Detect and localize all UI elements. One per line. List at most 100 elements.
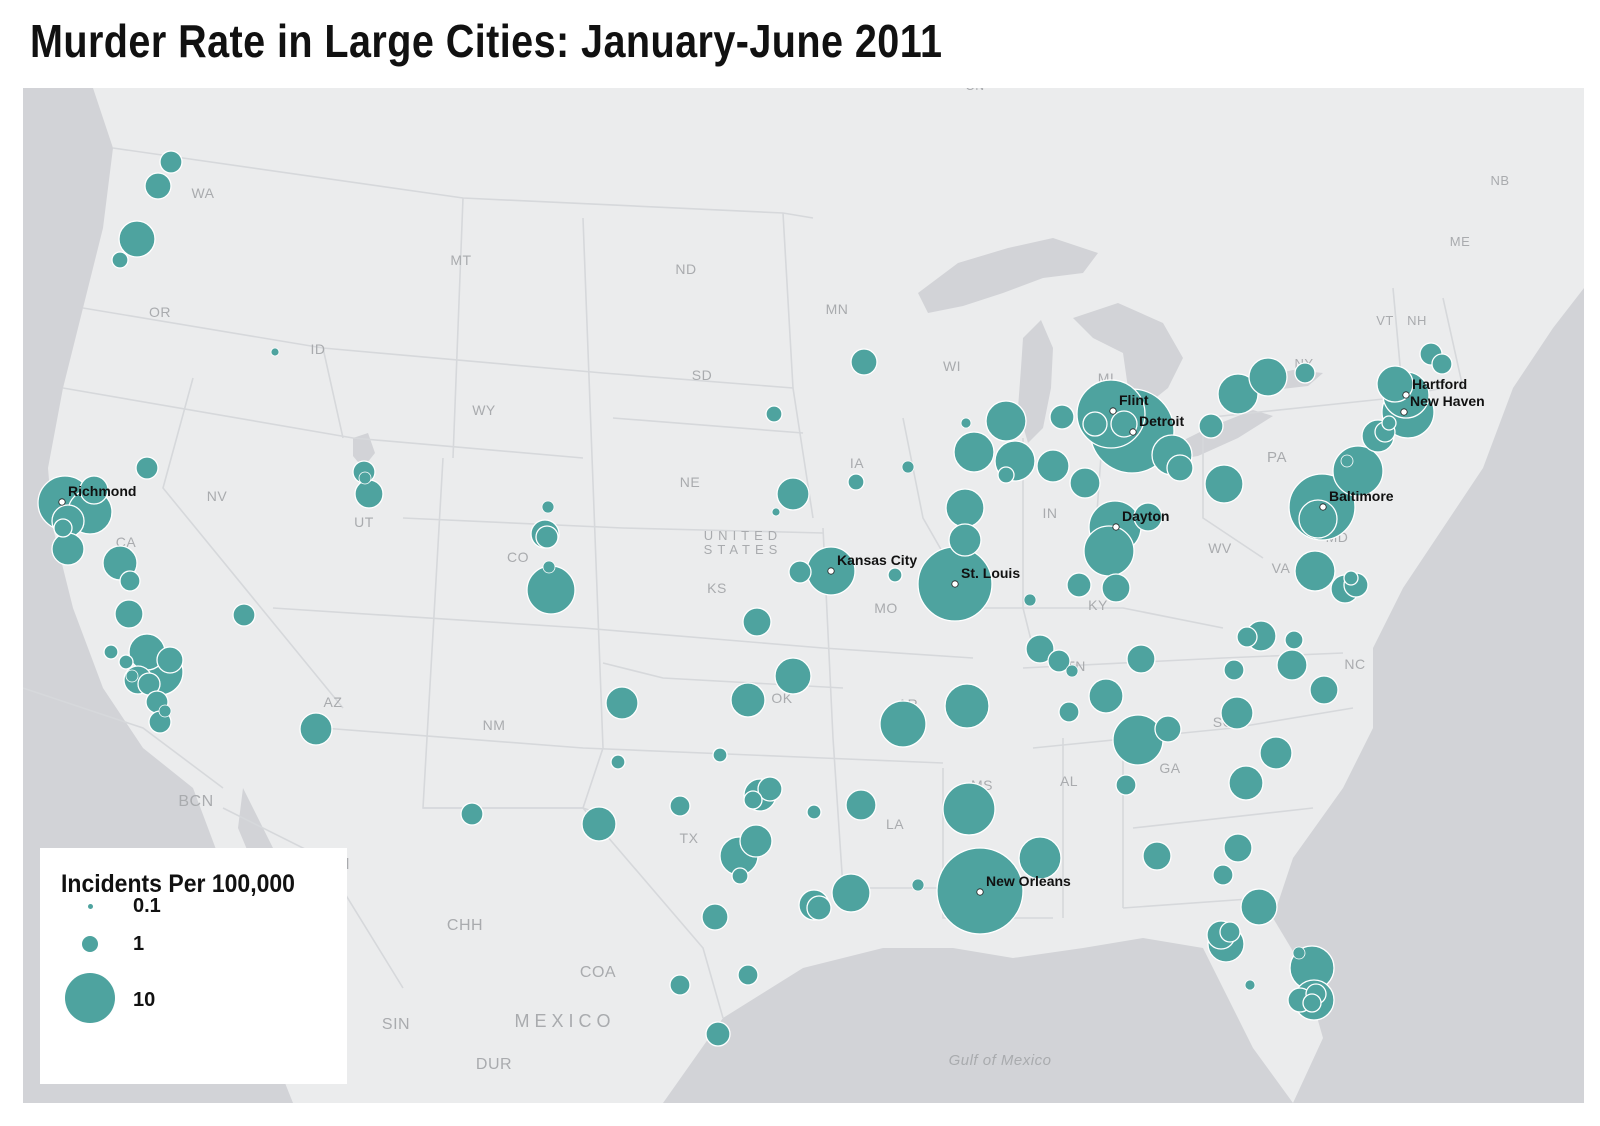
city-bubble[interactable] — [1018, 836, 1062, 880]
city-bubble[interactable] — [1219, 921, 1241, 943]
city-bubble[interactable] — [79, 475, 109, 505]
city-bubble[interactable] — [701, 903, 729, 931]
city-bubble[interactable] — [1259, 736, 1293, 770]
city-bubble[interactable] — [1066, 572, 1092, 598]
city-bubble[interactable] — [1244, 979, 1256, 991]
city-bubble[interactable] — [737, 964, 759, 986]
city-bubble[interactable] — [806, 895, 832, 921]
city-bubbles[interactable] — [37, 150, 1453, 1047]
city-bubble[interactable] — [1047, 649, 1071, 673]
city-bubble[interactable] — [1217, 373, 1259, 415]
city-bubble[interactable] — [51, 532, 85, 566]
city-bubble[interactable] — [806, 804, 822, 820]
city-bubble[interactable] — [1025, 634, 1055, 664]
city-bubble[interactable] — [542, 560, 556, 574]
city-bubble[interactable] — [771, 507, 781, 517]
city-bubble[interactable] — [879, 700, 927, 748]
city-bubble[interactable] — [1212, 864, 1234, 886]
city-bubble[interactable] — [1082, 411, 1108, 437]
city-bubble[interactable] — [945, 488, 985, 528]
city-bubble[interactable] — [1069, 467, 1101, 499]
city-bubble[interactable] — [850, 348, 878, 376]
city-bubble[interactable] — [1381, 415, 1397, 431]
city-bubble[interactable] — [270, 347, 280, 357]
city-bubble[interactable] — [669, 974, 691, 996]
city-bubble[interactable] — [942, 782, 996, 836]
city-bubble[interactable] — [1340, 454, 1354, 468]
city-bubble[interactable] — [1236, 626, 1258, 648]
city-bubble[interactable] — [535, 525, 559, 549]
city-bubble[interactable] — [232, 603, 256, 627]
city-bubble[interactable] — [526, 565, 576, 615]
city-bubble[interactable] — [743, 790, 763, 810]
city-bubble[interactable] — [1302, 993, 1322, 1013]
city-bubble[interactable] — [103, 644, 119, 660]
city-bubble[interactable] — [118, 220, 156, 258]
city-bubble[interactable] — [730, 682, 766, 718]
city-bubble[interactable] — [776, 477, 810, 511]
city-bubble[interactable] — [1343, 570, 1359, 586]
city-bubble[interactable] — [111, 251, 129, 269]
city-bubble[interactable] — [1276, 649, 1308, 681]
city-bubble[interactable] — [1112, 714, 1164, 766]
city-bubble[interactable] — [1294, 550, 1336, 592]
city-bubble[interactable] — [765, 405, 783, 423]
city-bubble[interactable] — [911, 878, 925, 892]
city-bubble[interactable] — [960, 417, 972, 429]
city-bubble[interactable] — [1023, 593, 1037, 607]
city-bubble[interactable] — [114, 599, 144, 629]
city-bubble[interactable] — [1431, 353, 1453, 375]
city-bubble[interactable] — [605, 686, 639, 720]
city-bubble[interactable] — [1248, 357, 1288, 397]
city-bubble[interactable] — [1294, 362, 1316, 384]
city-bubble[interactable] — [358, 471, 372, 485]
city-bubble[interactable] — [1049, 404, 1075, 430]
city-bubble[interactable] — [669, 795, 691, 817]
city-bubble[interactable] — [156, 646, 184, 674]
city-bubble[interactable] — [901, 460, 915, 474]
city-bubble[interactable] — [1166, 454, 1194, 482]
city-bubble[interactable] — [1058, 701, 1080, 723]
city-bubble[interactable] — [1154, 715, 1182, 743]
city-bubble[interactable] — [1292, 946, 1306, 960]
city-bubble[interactable] — [1220, 696, 1254, 730]
city-bubble[interactable] — [1036, 449, 1070, 483]
city-bubble[interactable] — [125, 669, 139, 683]
city-bubble[interactable] — [1088, 678, 1124, 714]
city-bubble[interactable] — [1284, 630, 1304, 650]
city-bubble[interactable] — [1309, 675, 1339, 705]
city-bubble[interactable] — [953, 431, 995, 473]
city-bubble[interactable] — [1204, 464, 1244, 504]
city-bubble[interactable] — [739, 824, 773, 858]
city-bubble[interactable] — [831, 873, 871, 913]
city-bubble[interactable] — [731, 867, 749, 885]
city-bubble[interactable] — [774, 657, 812, 695]
city-bubble[interactable] — [757, 776, 783, 802]
city-bubble[interactable] — [1115, 774, 1137, 796]
city-bubble[interactable] — [1223, 659, 1245, 681]
city-bubble[interactable] — [705, 1021, 731, 1047]
city-bubble[interactable] — [1065, 664, 1079, 678]
city-bubble[interactable] — [118, 654, 134, 670]
city-bubble[interactable] — [944, 683, 990, 729]
city-bubble[interactable] — [997, 466, 1015, 484]
city-bubble[interactable] — [948, 523, 982, 557]
city-bubble[interactable] — [135, 456, 159, 480]
city-bubble[interactable] — [1076, 379, 1146, 449]
city-bubble[interactable] — [1240, 888, 1278, 926]
city-bubble[interactable] — [159, 150, 183, 174]
city-bubble[interactable] — [541, 500, 555, 514]
city-bubble[interactable] — [1228, 765, 1264, 801]
city-bubble[interactable] — [1298, 499, 1338, 539]
city-bubble[interactable] — [144, 172, 172, 200]
city-bubble[interactable] — [1083, 525, 1135, 577]
city-bubble[interactable] — [158, 704, 172, 718]
city-bubble[interactable] — [1133, 502, 1163, 532]
city-bubble[interactable] — [788, 560, 812, 584]
city-bubble[interactable] — [1223, 833, 1253, 863]
city-bubble[interactable] — [119, 570, 141, 592]
city-bubble[interactable] — [581, 806, 617, 842]
city-bubble[interactable] — [845, 789, 877, 821]
city-bubble[interactable] — [712, 747, 728, 763]
city-bubble[interactable] — [985, 400, 1027, 442]
